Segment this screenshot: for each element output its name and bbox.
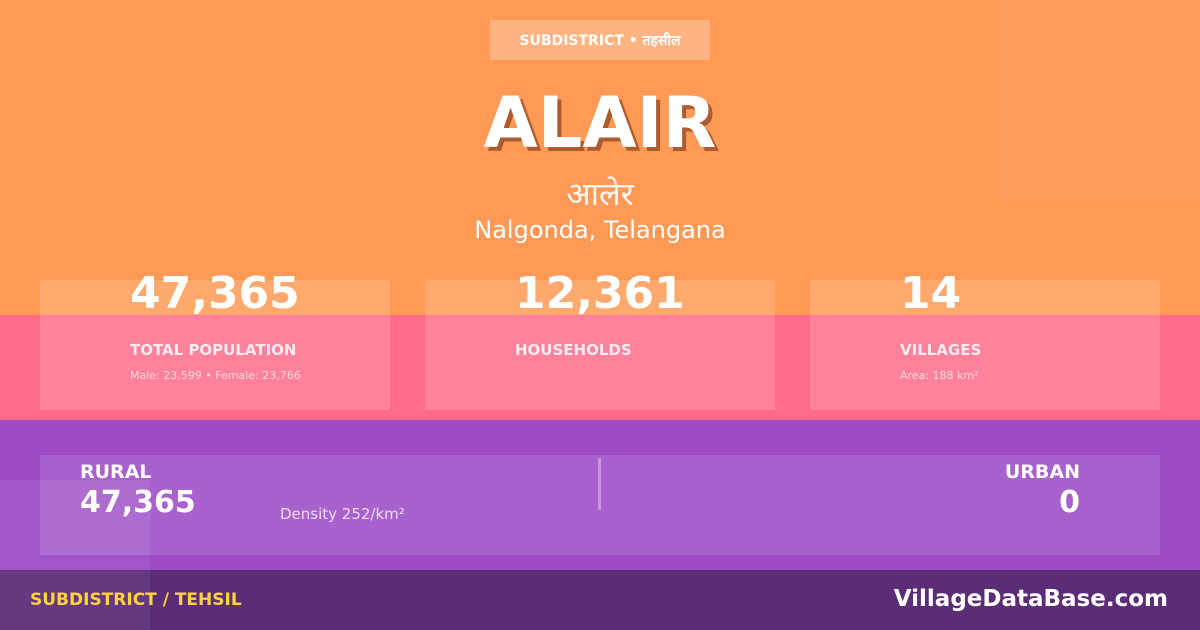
- stat-card-villages: 14 VILLAGES Area: 188 km²: [810, 268, 1160, 410]
- stat-label: HOUSEHOLDS: [515, 341, 632, 359]
- stat-value: 47,365: [130, 268, 300, 319]
- page-title: ALAIR: [483, 82, 717, 164]
- rural-value: 47,365: [80, 485, 196, 520]
- divider: [598, 458, 601, 510]
- stat-value: 14: [900, 268, 962, 319]
- urban-label: URBAN: [1004, 461, 1080, 483]
- site-brand: VillageDataBase.com: [893, 586, 1168, 612]
- stats-band: [0, 315, 1200, 420]
- stat-card-population: 47,365 TOTAL POPULATION Male: 23,599 • F…: [40, 268, 390, 410]
- header-band: [0, 0, 1200, 315]
- stat-card-households: 12,361 HOUSEHOLDS: [425, 268, 775, 410]
- stat-label: VILLAGES: [900, 341, 982, 359]
- decorative-square: [1000, 0, 1200, 200]
- location: Nalgonda, Telangana: [474, 216, 726, 244]
- stat-sub: Male: 23,599 • Female: 23,766: [130, 369, 301, 382]
- urban-value: 0: [1059, 485, 1080, 520]
- type-badge: SUBDISTRICT • तहसील: [490, 20, 710, 60]
- rural-urban-band: [0, 420, 1200, 570]
- decorative-square: [0, 480, 150, 630]
- stat-label: TOTAL POPULATION: [130, 341, 297, 359]
- footer-category: SUBDISTRICT / TEHSIL: [30, 590, 242, 610]
- local-name: आलेर: [566, 175, 634, 213]
- density: Density 252/km²: [280, 505, 405, 523]
- footer-band: [0, 570, 1200, 630]
- rural-urban-panel: RURAL 47,365 Density 252/km² URBAN 0: [40, 455, 1160, 555]
- rural-label: RURAL: [80, 461, 152, 483]
- stat-sub: Area: 188 km²: [900, 369, 979, 382]
- stat-value: 12,361: [515, 268, 685, 319]
